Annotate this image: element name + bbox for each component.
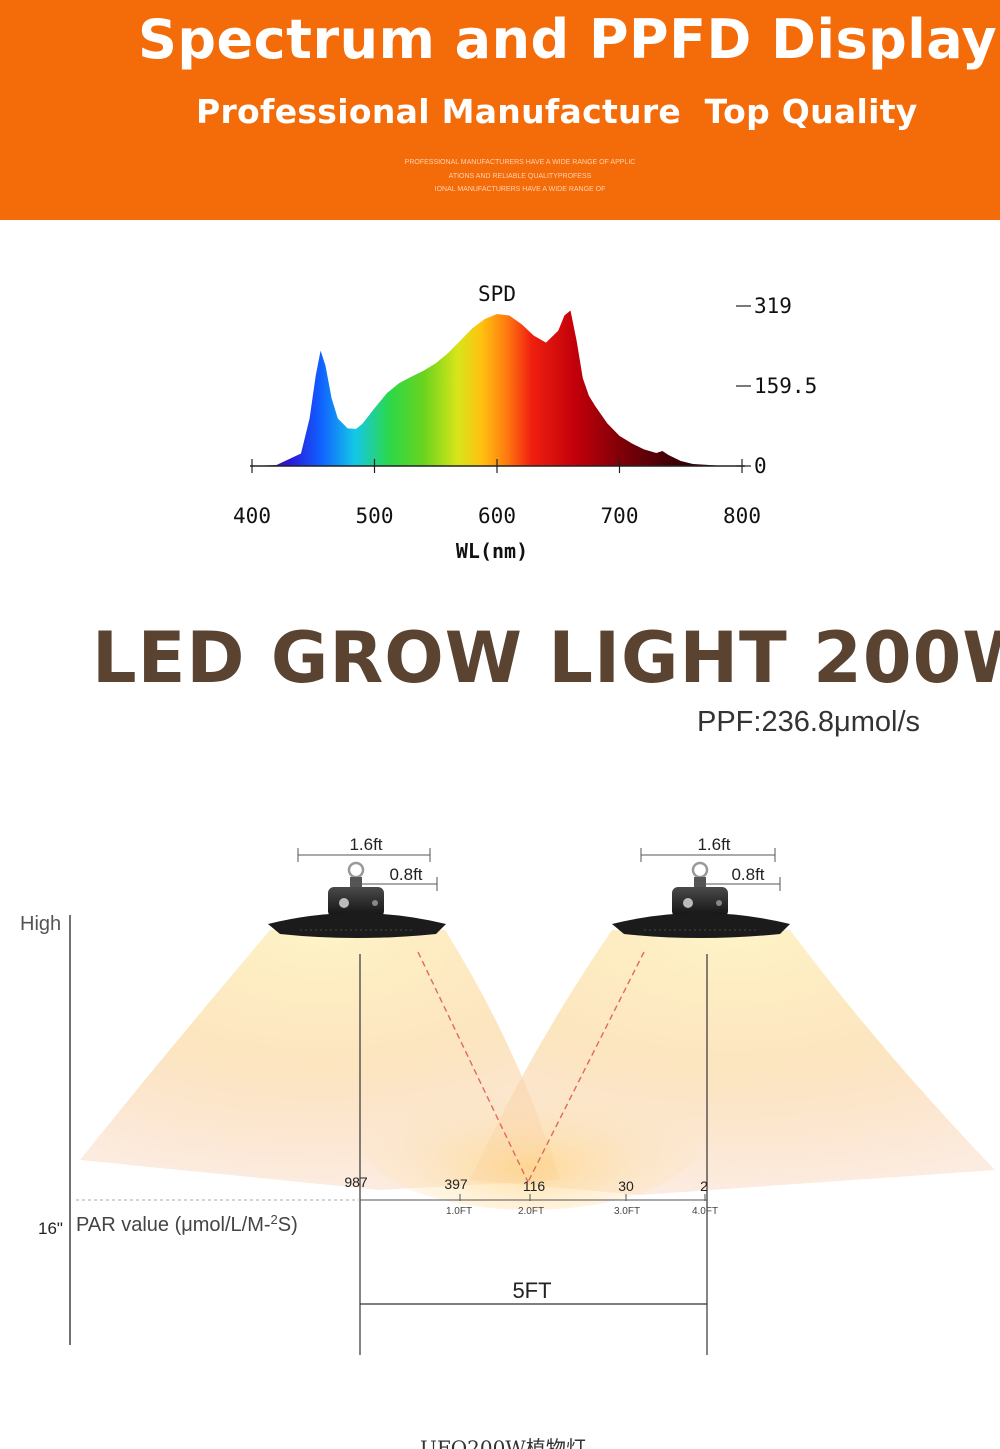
distance-1ft: 1.0FT [446,1206,472,1217]
y-tick-label-319: 319 [754,294,792,318]
height-16in-label: 16" [38,1219,63,1238]
span-label-left-0.8: 0.8ft [389,865,422,884]
span-dimension-left [297,848,438,891]
spd-curve-area [252,310,742,466]
fine-print-line: PROFESSIONAL MANUFACTURERS HAVE A WIDE R… [404,159,636,166]
y-tick-label-0: 0 [754,454,767,478]
ufo-lamp-right [612,861,790,938]
x-tick-label-700: 700 [601,504,639,528]
par-value-397: 397 [444,1176,468,1192]
span-label-right-0.8: 0.8ft [731,865,764,884]
par-label-tail: S) [278,1214,298,1236]
banner-fine-print: PROFESSIONAL MANUFACTURERS HAVE A WIDE R… [380,156,660,197]
par-value-label: PAR value (μmol/L/M-2S) [76,1212,298,1236]
banner-subtitle: Professional Manufacture Top Quality [196,92,918,131]
x-tick-label-800: 800 [723,504,761,528]
beam-edge-right [527,951,645,1183]
span-label-left-1.6: 1.6ft [349,835,382,854]
par-value-30: 30 [618,1178,634,1194]
ppf-value: PPF:236.8μmol/s [697,706,921,738]
span-label-right-1.6: 1.6ft [697,835,730,854]
spacing-label: 5FT [512,1278,551,1303]
x-axis-ticks: 400 500 600 700 800 [233,459,761,528]
x-tick-label-600: 600 [478,504,516,528]
span-dimension-right [640,848,781,891]
par-scale-ticks [459,1194,706,1201]
ppfd-diagram: High 1.6ft 0.8ft 1.6ft 0.8ft [20,835,995,1355]
chart-title: SPD [478,282,516,306]
par-label-main: PAR value (μmol/L/M- [76,1214,271,1236]
ufo-lamp-left [268,861,446,938]
product-title: LED GROW LIGHT 200W [92,617,1000,699]
overlap-glow [360,1070,700,1210]
header-banner: Spectrum and PPFD Display Professional M… [0,0,1000,220]
x-tick-label-400: 400 [233,504,271,528]
high-label: High [20,913,61,935]
par-value-987: 987 [344,1174,368,1190]
x-axis-label: WL(nm) [456,539,528,563]
par-value-116: 116 [523,1178,546,1194]
banner-title: Spectrum and PPFD Display [138,8,998,71]
distance-2ft: 2.0FT [518,1206,544,1217]
fine-print-line: ATIONS AND RELIABLE QUALITYPROFESS [448,172,592,180]
y-axis-ticks: 319 159.5 0 [736,294,817,478]
distance-3ft: 3.0FT [614,1206,640,1217]
footer-cut-text: UFO200W植物灯 [420,1436,586,1449]
y-tick-label-159.5: 159.5 [754,374,817,398]
par-label-sup: 2 [271,1212,278,1227]
distance-4ft: 4.0FT [692,1206,718,1217]
fine-print-line: IONAL MANUFACTURERS HAVE A WIDE RANGE OF [434,186,606,193]
spd-chart: 400 500 600 700 800 319 159.5 0 SPD WL(nm) [233,282,817,563]
x-tick-label-500: 500 [356,504,394,528]
par-value-2: 2 [700,1178,708,1194]
beam-edge-left [417,951,529,1183]
